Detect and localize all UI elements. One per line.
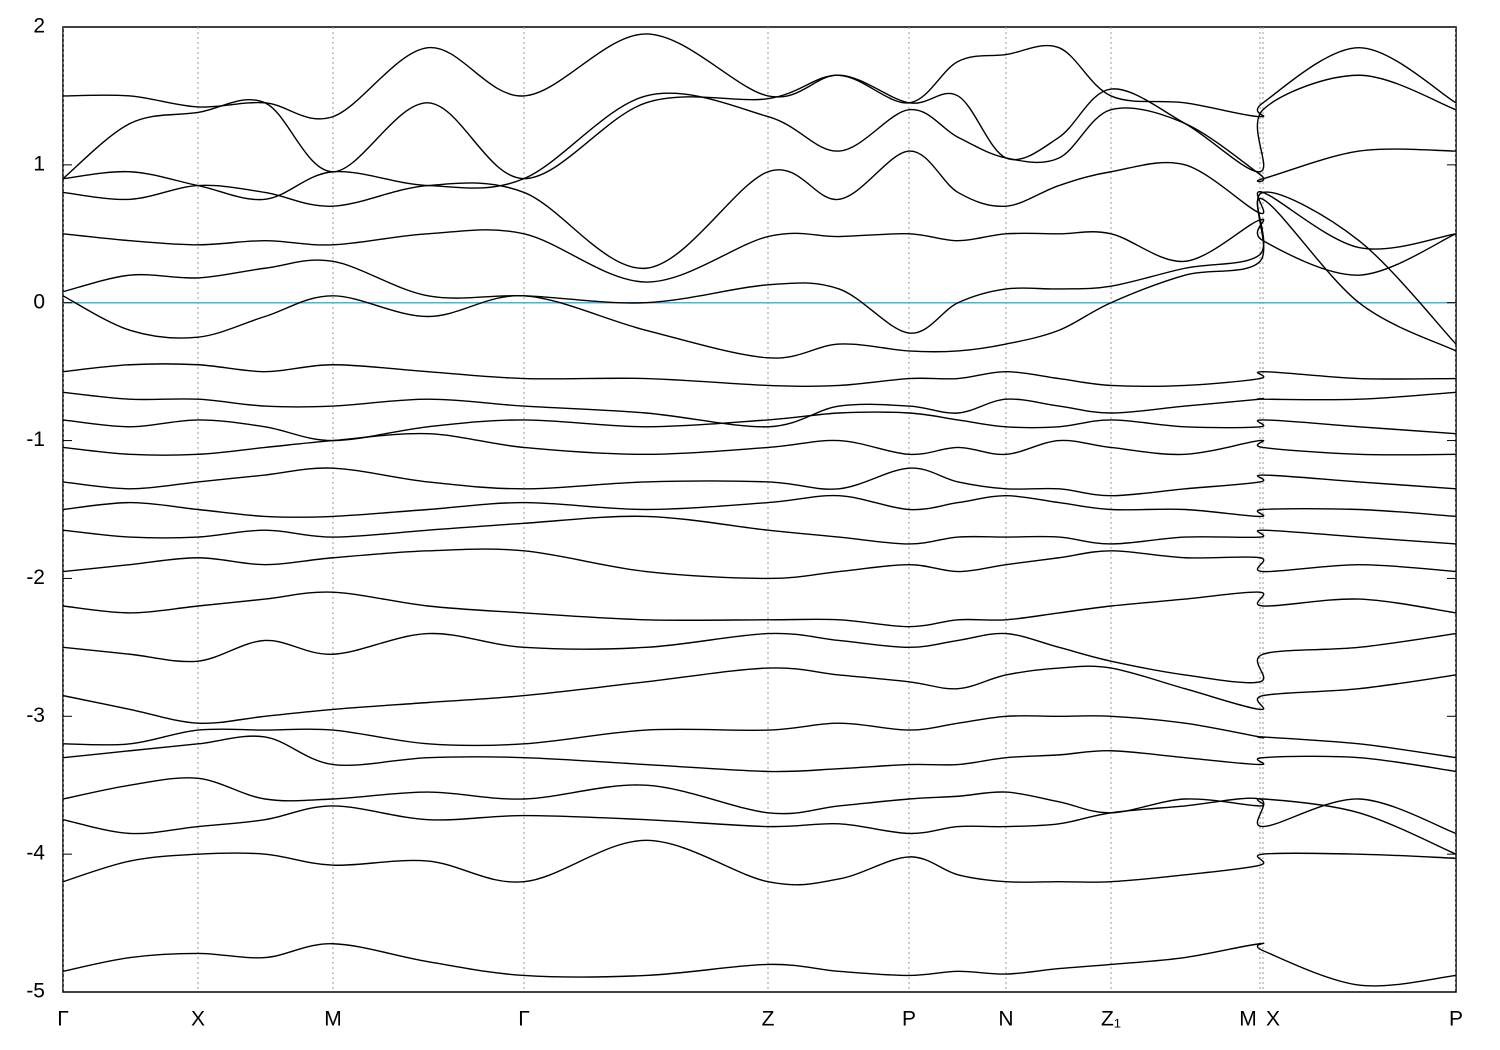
x-tick-label: Γ [518, 1008, 530, 1031]
y-tick-label: -2 [26, 566, 45, 589]
x-tick-label: N [998, 1008, 1013, 1031]
band-line [63, 432, 1456, 456]
plot-frame [62, 26, 1457, 993]
band-line [63, 150, 1456, 269]
band-line [63, 191, 1456, 359]
band-line [63, 494, 1456, 518]
band-line [63, 797, 1456, 835]
band-line [63, 33, 1456, 120]
band-line [63, 942, 1456, 987]
x-tick-label: P [1449, 1008, 1463, 1031]
x-tick-label: X [1266, 1008, 1280, 1031]
band-line [63, 591, 1456, 628]
band-line [63, 665, 1456, 725]
band-line [63, 548, 1456, 580]
y-tick-label: -4 [26, 842, 45, 865]
x-tick-label: M [324, 1008, 342, 1031]
band-line [63, 92, 1456, 201]
band-line [63, 411, 1456, 442]
band-line [63, 197, 1456, 352]
band-line [63, 467, 1456, 497]
y-tick-label: -1 [26, 428, 45, 451]
y-tick-label: 0 [33, 290, 45, 313]
band-line [63, 391, 1456, 428]
y-tick-label: -5 [26, 980, 45, 1003]
band-line [63, 735, 1456, 773]
x-tick-label: Z₁ [1101, 1008, 1121, 1031]
band-line [63, 632, 1456, 684]
plot-lines [63, 27, 1456, 992]
x-tick-label: P [902, 1008, 916, 1031]
y-tick-label: -3 [26, 704, 45, 727]
band-line [63, 218, 1456, 283]
x-tick-label: X [191, 1008, 205, 1031]
y-tick-label: 2 [33, 15, 45, 38]
band-line [63, 839, 1456, 886]
x-tick-label: Γ [57, 1008, 69, 1031]
band-line [63, 715, 1456, 759]
y-tick-label: 1 [33, 152, 45, 175]
band-line [63, 515, 1456, 545]
band-line [63, 74, 1456, 180]
x-tick-label: M [1239, 1008, 1257, 1031]
band-line [63, 777, 1456, 855]
x-tick-label: Z [762, 1008, 775, 1031]
band-line [63, 363, 1456, 387]
